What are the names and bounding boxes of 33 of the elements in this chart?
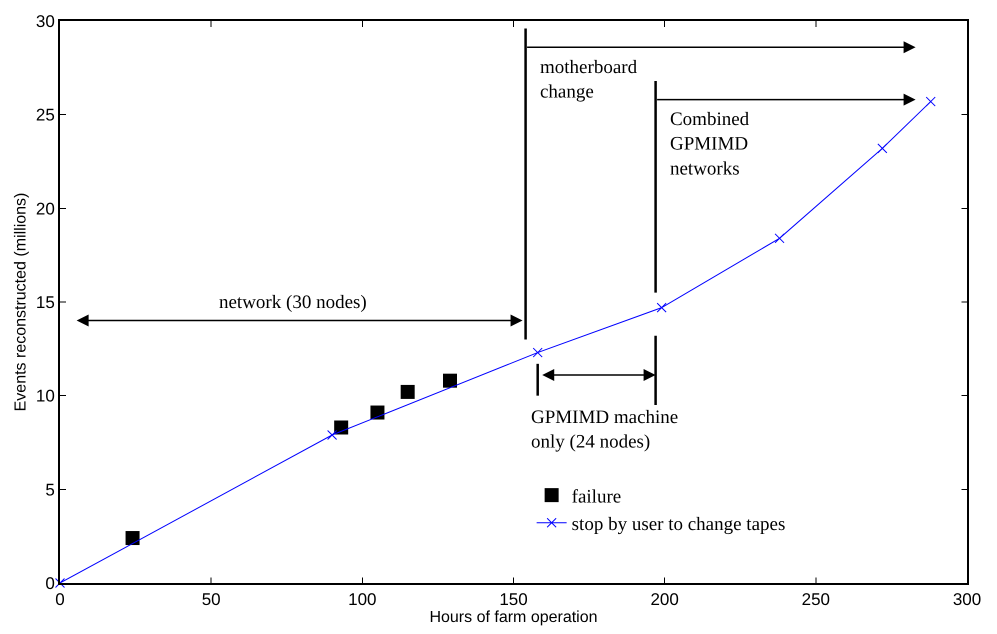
point bbox=[126, 531, 140, 546]
y-tick-label: 5 bbox=[45, 480, 55, 500]
legend-label: stop by user to change tapes bbox=[572, 514, 786, 536]
x-tick-label: 150 bbox=[499, 590, 528, 610]
point bbox=[877, 143, 888, 154]
point bbox=[370, 406, 384, 420]
point bbox=[334, 420, 348, 435]
y-tick-label: 15 bbox=[36, 292, 55, 312]
point bbox=[774, 233, 785, 244]
point bbox=[656, 302, 667, 313]
point bbox=[327, 430, 338, 440]
x-axis-title: Hours of farm operation bbox=[429, 609, 598, 626]
ref-line-label: Combined GPMIMD networks bbox=[670, 109, 750, 180]
x-tick-label: 50 bbox=[202, 590, 221, 610]
x-tick-label: 300 bbox=[952, 590, 982, 610]
x-tick-label: 250 bbox=[802, 590, 830, 610]
x-tick-label: 100 bbox=[348, 590, 377, 610]
y-tick-label: 20 bbox=[36, 199, 55, 218]
y-tick-label: 10 bbox=[36, 386, 55, 406]
ref-line-label: motherboard change bbox=[540, 57, 638, 103]
point bbox=[926, 96, 936, 107]
point bbox=[532, 348, 543, 358]
annotation: network (30 nodes) bbox=[219, 292, 367, 313]
legend-label: failure bbox=[572, 486, 622, 508]
annotation: GPMIMD machine only (24 nodes) bbox=[531, 407, 678, 453]
y-tick-label: 25 bbox=[36, 106, 55, 125]
point bbox=[55, 578, 65, 588]
y-tick-label: 30 bbox=[36, 12, 55, 31]
y-axis-title: Events reconstructed (millions) bbox=[12, 192, 30, 412]
point bbox=[400, 384, 415, 399]
y-tick-label: 0 bbox=[45, 574, 55, 593]
x-tick-label: 200 bbox=[650, 590, 679, 610]
point bbox=[443, 374, 458, 388]
